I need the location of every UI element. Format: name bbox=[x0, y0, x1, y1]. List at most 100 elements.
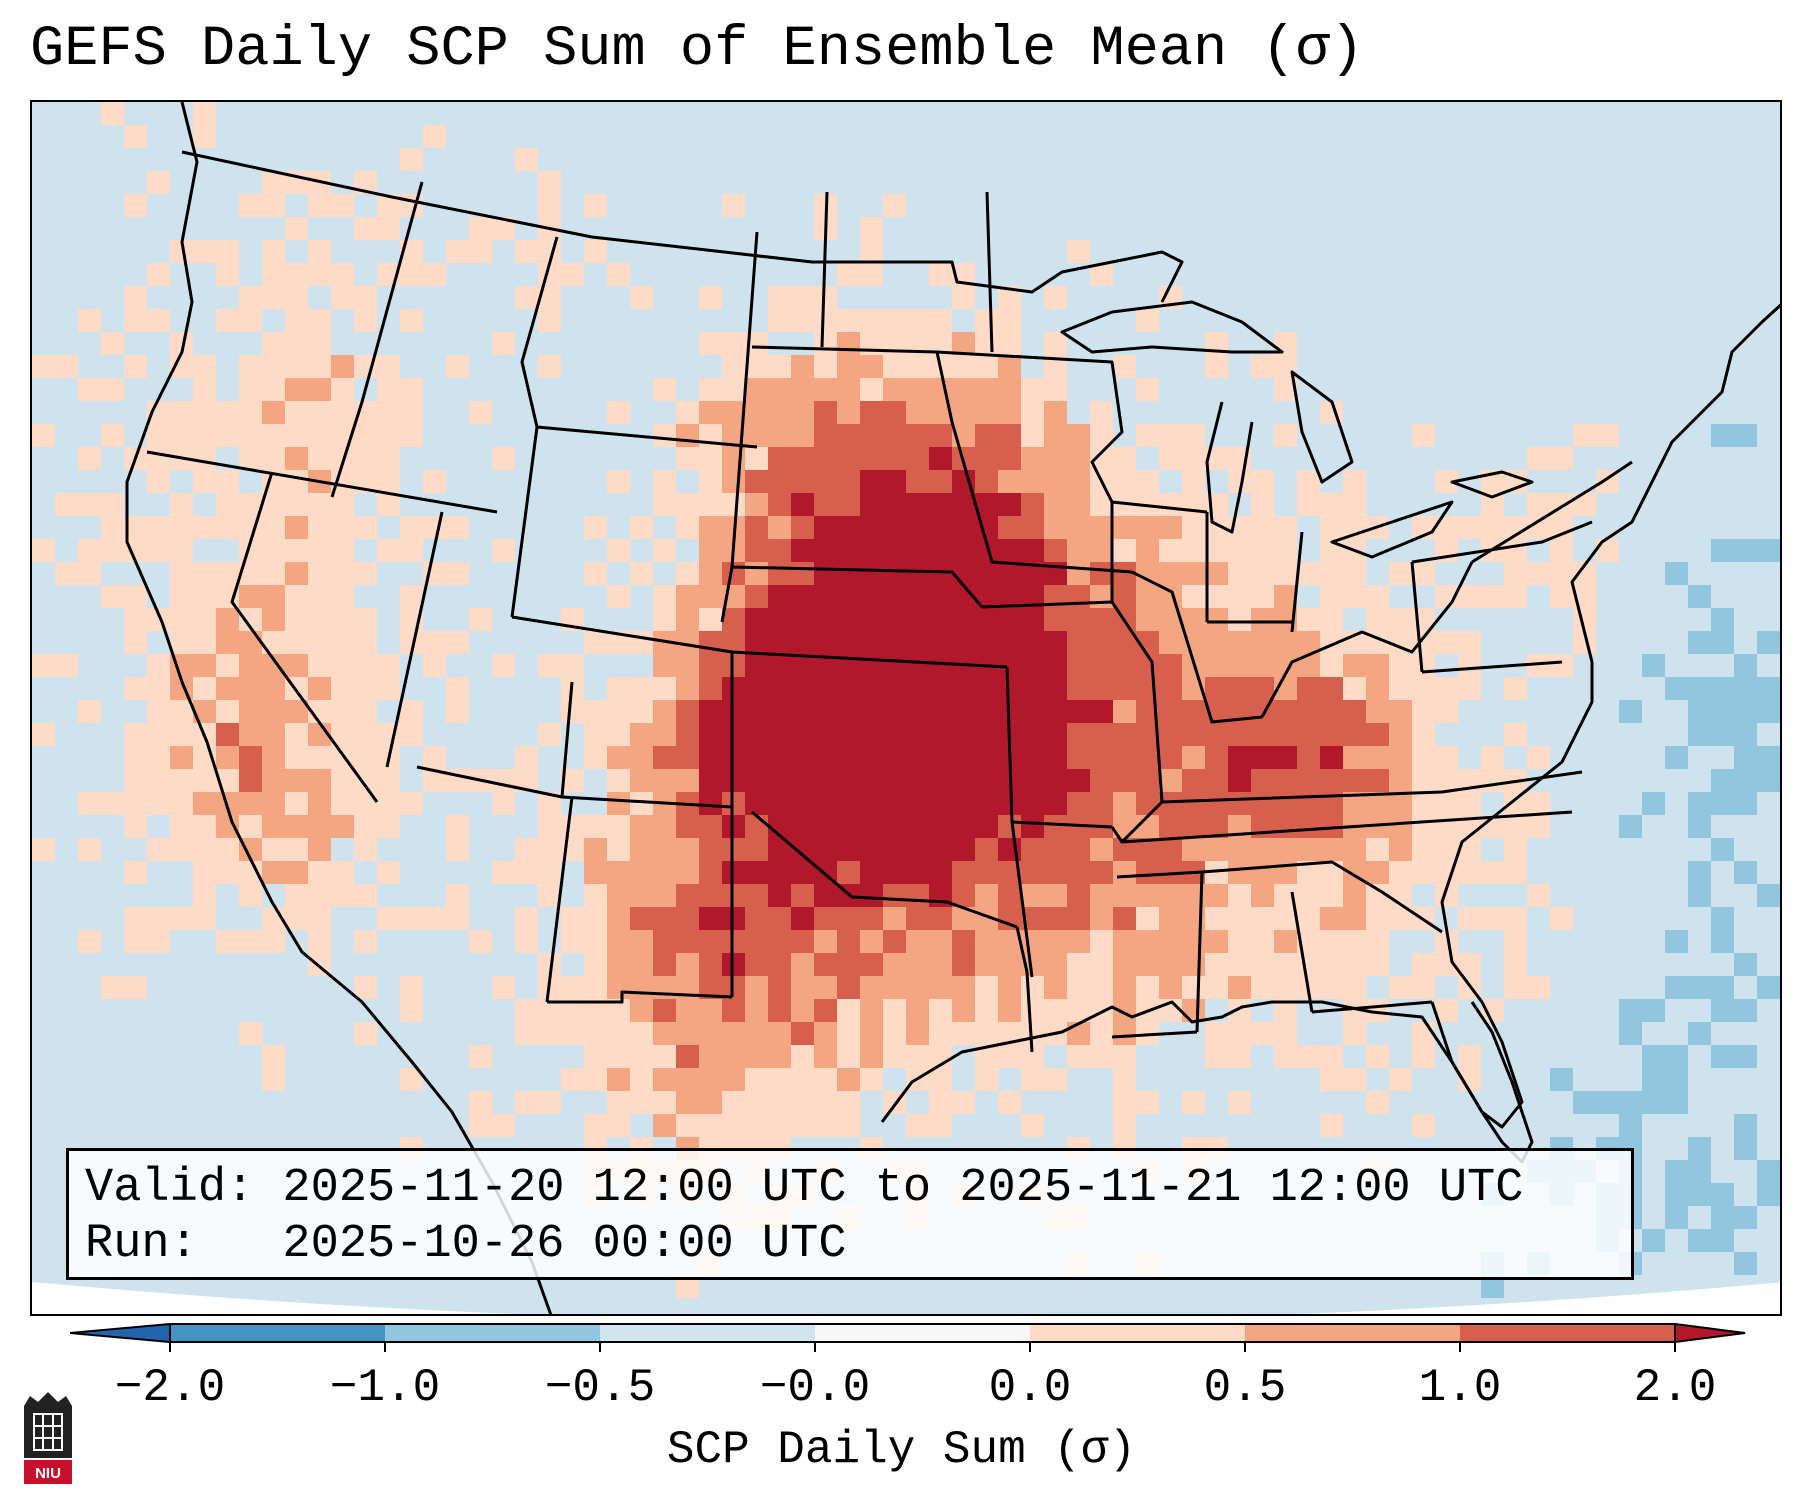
scp-cell bbox=[262, 286, 285, 309]
scp-cell bbox=[1550, 1068, 1573, 1091]
scp-cell bbox=[1734, 677, 1757, 700]
scp-cell bbox=[170, 746, 193, 769]
scp-cell bbox=[538, 654, 561, 677]
scp-cell bbox=[538, 194, 561, 217]
projection-edge bbox=[32, 1282, 1780, 1314]
scp-cell bbox=[814, 608, 837, 631]
scp-cell bbox=[55, 654, 78, 677]
scp-cell bbox=[1113, 838, 1136, 861]
scp-cell bbox=[952, 401, 975, 424]
scp-cell bbox=[883, 930, 906, 953]
scp-cell bbox=[1090, 723, 1113, 746]
scp-cell bbox=[952, 930, 975, 953]
scp-cell bbox=[860, 539, 883, 562]
scp-cell bbox=[308, 378, 331, 401]
valid-time-box: Valid: 2025-11-20 12:00 UTC to 2025-11-2… bbox=[66, 1148, 1634, 1280]
scp-cell bbox=[906, 654, 929, 677]
scp-cell bbox=[400, 378, 423, 401]
scp-cell bbox=[331, 447, 354, 470]
scp-cell bbox=[630, 1045, 653, 1068]
scp-cell bbox=[837, 746, 860, 769]
scp-cell bbox=[699, 861, 722, 884]
scp-cell bbox=[1274, 907, 1297, 930]
scp-cell bbox=[1251, 539, 1274, 562]
scp-cell bbox=[745, 1114, 768, 1137]
scp-cell bbox=[653, 1022, 676, 1045]
scp-cell bbox=[1274, 424, 1297, 447]
scp-cell bbox=[1251, 654, 1274, 677]
scp-cell bbox=[354, 217, 377, 240]
scp-cell bbox=[1412, 1114, 1435, 1137]
scp-cell bbox=[124, 930, 147, 953]
scp-cell bbox=[1067, 884, 1090, 907]
scp-cell bbox=[975, 815, 998, 838]
scp-cell bbox=[653, 1091, 676, 1114]
scp-cell bbox=[791, 539, 814, 562]
scp-cell bbox=[676, 746, 699, 769]
scp-cell bbox=[1159, 976, 1182, 999]
scp-cell bbox=[1711, 608, 1734, 631]
scp-cell bbox=[906, 815, 929, 838]
scp-cell bbox=[975, 976, 998, 999]
scp-cell bbox=[906, 539, 929, 562]
run-text: Run: 2025-10-26 00:00 UTC bbox=[85, 1218, 847, 1271]
scp-cell bbox=[1205, 907, 1228, 930]
scp-cell bbox=[400, 309, 423, 332]
scp-cell bbox=[193, 355, 216, 378]
scp-cell bbox=[584, 1114, 607, 1137]
scp-cell bbox=[1136, 378, 1159, 401]
scp-cell bbox=[814, 723, 837, 746]
scp-cell bbox=[1734, 861, 1757, 884]
scp-cell bbox=[561, 769, 584, 792]
scp-cell bbox=[32, 355, 55, 378]
scp-cell bbox=[584, 907, 607, 930]
scp-cell bbox=[538, 953, 561, 976]
scp-cell bbox=[239, 769, 262, 792]
scp-cell bbox=[262, 516, 285, 539]
scp-cell bbox=[814, 447, 837, 470]
scp-cell bbox=[1458, 585, 1481, 608]
scp-cell bbox=[883, 769, 906, 792]
scp-cell bbox=[262, 769, 285, 792]
scp-cell bbox=[124, 976, 147, 999]
scp-cell bbox=[170, 723, 193, 746]
scp-cell bbox=[791, 769, 814, 792]
scp-cell bbox=[1251, 792, 1274, 815]
scp-cell bbox=[837, 470, 860, 493]
florida-outline bbox=[1430, 1001, 1534, 1164]
scp-cell bbox=[377, 792, 400, 815]
scp-cell bbox=[952, 355, 975, 378]
scp-cell bbox=[262, 677, 285, 700]
scp-cell bbox=[722, 608, 745, 631]
scp-cell bbox=[538, 792, 561, 815]
scp-cell bbox=[1251, 470, 1274, 493]
scp-cell bbox=[1435, 470, 1458, 493]
scp-cell bbox=[1044, 332, 1067, 355]
scp-cell bbox=[285, 332, 308, 355]
scp-cell bbox=[1343, 470, 1366, 493]
scp-cell bbox=[216, 240, 239, 263]
scp-cell bbox=[814, 493, 837, 516]
scp-cell bbox=[1343, 792, 1366, 815]
scp-cell bbox=[285, 217, 308, 240]
scp-cell bbox=[1343, 654, 1366, 677]
scp-cell bbox=[400, 723, 423, 746]
scp-cell bbox=[1366, 608, 1389, 631]
scp-cell bbox=[193, 240, 216, 263]
scp-cell bbox=[745, 999, 768, 1022]
scp-cell bbox=[1159, 631, 1182, 654]
scp-cell bbox=[1412, 746, 1435, 769]
scp-cell bbox=[1182, 976, 1205, 999]
scp-cell bbox=[929, 930, 952, 953]
scp-cell bbox=[699, 884, 722, 907]
scp-cell bbox=[837, 355, 860, 378]
scp-cell bbox=[699, 838, 722, 861]
scp-cell bbox=[699, 378, 722, 401]
scp-cell bbox=[1251, 631, 1274, 654]
scp-cell bbox=[193, 907, 216, 930]
scp-cell bbox=[1274, 1022, 1297, 1045]
scp-cell bbox=[676, 608, 699, 631]
scp-cell bbox=[1228, 470, 1251, 493]
scp-cell bbox=[1182, 723, 1205, 746]
scp-cell bbox=[1159, 838, 1182, 861]
